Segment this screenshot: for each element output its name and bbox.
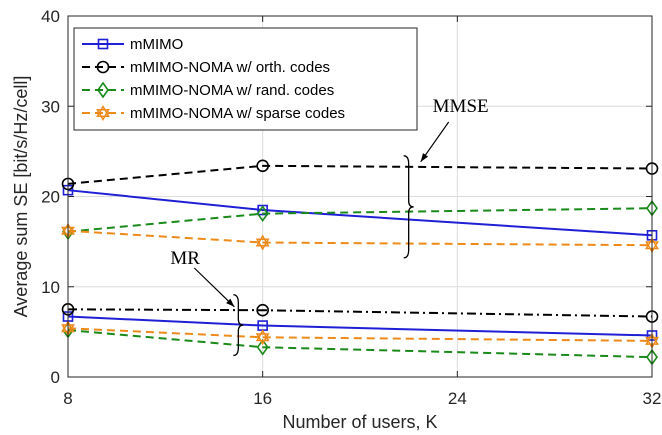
marker-circle xyxy=(96,60,110,74)
annotation-arrow-head xyxy=(420,153,429,162)
marker-hexagram xyxy=(96,105,110,117)
marker-hexagram xyxy=(255,234,270,247)
marker-hexagram xyxy=(255,333,270,346)
marker-circle xyxy=(256,303,269,317)
marker-diamond xyxy=(256,338,269,356)
series-line xyxy=(67,164,653,185)
legend-label: mMIMO-NOMA w/ orth. codes xyxy=(130,59,330,76)
marker-circle xyxy=(256,159,269,173)
series-line xyxy=(67,315,653,337)
y-tick-label: 10 xyxy=(41,278,60,297)
series-mr-5 xyxy=(61,303,659,323)
x-tick-label: 8 xyxy=(63,389,72,408)
series-line xyxy=(67,189,653,237)
marker-square xyxy=(97,38,109,50)
series-line xyxy=(67,329,653,359)
x-tick-label: 24 xyxy=(448,389,467,408)
marker-diamond xyxy=(97,81,109,99)
legend-entry-2: mMIMO-NOMA w/ rand. codes xyxy=(82,81,334,99)
legend-entry-1: mMIMO-NOMA w/ orth. codes xyxy=(82,59,330,76)
series-mr-6 xyxy=(62,321,658,366)
series-layer xyxy=(61,159,659,366)
annotation-mmse: MMSE xyxy=(433,96,489,117)
series-mr-4 xyxy=(62,311,658,341)
legend-entry-0: mMIMO xyxy=(82,36,183,53)
legend: mMIMO mMIMO-NOMA w/ orth. codes mMIMO-NOMA… xyxy=(73,27,418,131)
series-mr-7 xyxy=(61,320,659,349)
x-tick-label: 32 xyxy=(643,389,662,408)
annotation-mr: MR xyxy=(170,248,200,269)
legend-label: mMIMO xyxy=(130,36,183,53)
x-axis-label: Number of users, K xyxy=(282,412,437,432)
series-line xyxy=(67,308,653,318)
legend-label: mMIMO-NOMA w/ sparse codes xyxy=(130,105,345,122)
marker-hexagram xyxy=(255,329,270,342)
annotation-arrow-head xyxy=(226,298,235,307)
legend-label: mMIMO-NOMA w/ rand. codes xyxy=(130,82,334,99)
marker-diamond xyxy=(256,205,269,223)
series-line xyxy=(67,229,653,247)
y-tick-label: 0 xyxy=(51,368,60,387)
annotations: MMSE MR xyxy=(170,96,489,357)
x-tick-label: 16 xyxy=(253,389,272,408)
marker-hexagram xyxy=(255,238,270,251)
series-mmse-1 xyxy=(61,159,659,191)
annotation-arrow-line xyxy=(193,267,235,308)
annotation-brace xyxy=(233,294,244,357)
series-line xyxy=(67,327,653,342)
series-line xyxy=(67,207,653,233)
marker-hexagram xyxy=(96,109,110,121)
annotation-brace xyxy=(403,155,414,259)
y-tick-label: 30 xyxy=(41,97,60,116)
legend-entry-3: mMIMO-NOMA w/ sparse codes xyxy=(82,105,345,122)
ticks: 8 16 24 32 0 10 20 30 40 xyxy=(41,7,661,408)
y-tick-label: 40 xyxy=(41,7,60,26)
y-tick-label: 20 xyxy=(41,188,60,207)
series-mmse-2 xyxy=(62,199,658,241)
y-axis-label: Average sum SE [bit/s/Hz/cell] xyxy=(11,76,31,318)
legend-box xyxy=(73,27,418,131)
series-mmse-3 xyxy=(61,222,659,254)
